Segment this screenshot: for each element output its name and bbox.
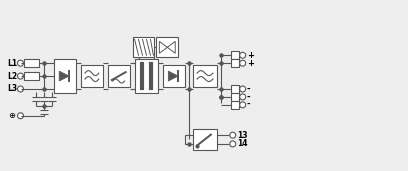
Circle shape	[18, 113, 24, 119]
Polygon shape	[167, 41, 175, 53]
Circle shape	[230, 132, 236, 138]
Bar	[81, 65, 103, 87]
Polygon shape	[160, 41, 167, 53]
Polygon shape	[59, 71, 69, 81]
Bar	[231, 93, 239, 101]
Circle shape	[230, 141, 236, 147]
Circle shape	[240, 94, 246, 100]
Bar	[231, 101, 239, 109]
Circle shape	[240, 86, 246, 92]
Text: L1: L1	[8, 59, 18, 68]
Text: -: -	[247, 92, 250, 101]
Bar	[231, 85, 239, 93]
Text: 13: 13	[237, 131, 247, 140]
Circle shape	[240, 52, 246, 58]
Bar	[108, 65, 130, 87]
Text: $\oplus$: $\oplus$	[8, 111, 16, 120]
Text: 14: 14	[237, 139, 247, 148]
Text: +: +	[247, 59, 254, 68]
Circle shape	[240, 60, 246, 66]
Text: L2: L2	[8, 72, 18, 81]
Bar	[133, 37, 154, 57]
Bar	[156, 37, 178, 57]
Bar	[193, 129, 217, 150]
Bar	[24, 59, 39, 67]
Polygon shape	[168, 71, 178, 81]
Circle shape	[18, 73, 24, 79]
Bar	[163, 65, 185, 87]
Bar	[135, 59, 158, 93]
Bar	[231, 51, 239, 59]
Text: -: -	[247, 84, 250, 94]
Bar	[54, 59, 76, 93]
Bar	[231, 59, 239, 67]
Circle shape	[18, 60, 24, 66]
Text: L3: L3	[8, 84, 18, 94]
Text: -: -	[247, 100, 250, 109]
Bar	[24, 72, 39, 80]
Bar	[193, 65, 217, 87]
Circle shape	[18, 86, 24, 92]
Circle shape	[240, 102, 246, 108]
Text: +: +	[247, 51, 254, 60]
